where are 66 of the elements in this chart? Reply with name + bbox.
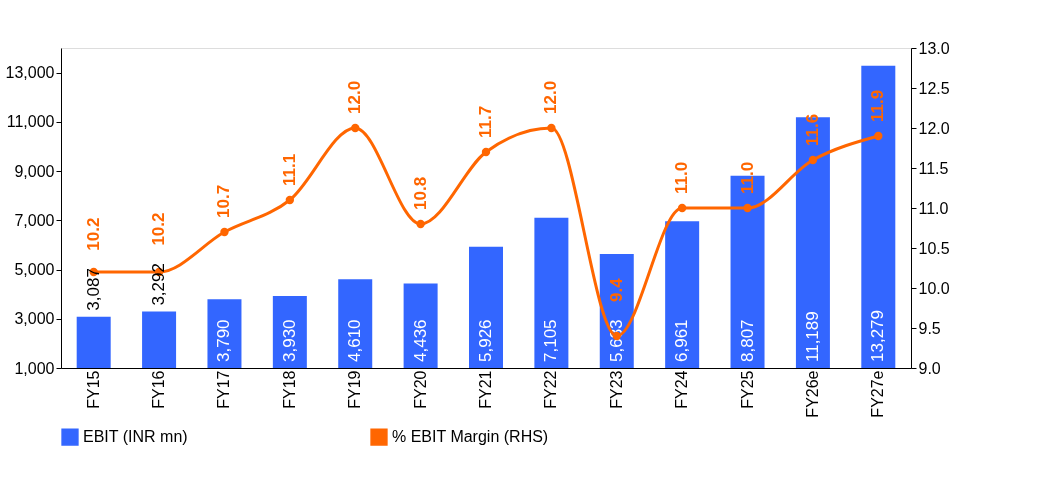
y2-tick-label: 12.0 [918, 119, 950, 137]
data-label: 11.0 [737, 161, 757, 194]
point [481, 147, 491, 157]
y-tick-label: 1,000 [14, 359, 55, 377]
x-tick-label: FY17 [215, 370, 233, 409]
data-label: 6,961 [672, 319, 692, 362]
data-label: 11.7 [476, 105, 495, 138]
y-tick-label: 3,000 [14, 310, 55, 328]
data-label: 5,926 [476, 319, 495, 362]
data-label: 3,790 [214, 319, 234, 362]
y2-tick-label: 12.5 [918, 79, 950, 97]
data-label: 11.6 [802, 113, 822, 146]
point [874, 131, 883, 141]
data-label: 13,279 [868, 310, 888, 362]
data-label: 10.8 [410, 176, 430, 210]
data-label: 11,189 [802, 311, 822, 362]
y2-tick-label: 9.5 [918, 319, 941, 337]
data-label: 3,087 [83, 268, 103, 311]
x-tick-label: FY21 [477, 370, 494, 409]
x-tick-label: FY20 [411, 370, 429, 409]
point [743, 203, 752, 213]
x-tick-label: FY24 [673, 370, 691, 409]
y2-tick-label: 11.5 [918, 159, 949, 177]
point [285, 195, 295, 205]
data-label: 11.0 [672, 161, 692, 194]
data-label: 10.7 [214, 184, 234, 218]
data-label: 7,105 [541, 319, 561, 362]
x-tick-label: FY22 [542, 370, 560, 409]
y-tick-label: 9,000 [14, 162, 55, 180]
y-tick-label: 7,000 [14, 211, 55, 229]
data-label: 12.0 [345, 80, 365, 114]
data-label: 4,436 [410, 319, 430, 362]
data-label: 8,807 [737, 319, 757, 362]
data-label: 10.2 [149, 212, 169, 246]
data-label: 4,610 [345, 319, 365, 362]
data-label: 3,292 [149, 263, 169, 306]
x-tick-label: FY15 [84, 370, 102, 409]
y-tick-label: 5,000 [14, 261, 55, 279]
y-tick-label: 11,000 [6, 113, 55, 131]
y2-tick-label: 13.0 [918, 39, 950, 57]
x-tick-label: FY19 [346, 370, 364, 409]
y2-tick-label: 9.0 [918, 359, 941, 377]
x-tick-label: FY18 [280, 370, 298, 409]
data-label: 11.1 [279, 153, 299, 186]
legend-label: % EBIT Margin (RHS) [392, 428, 549, 446]
data-label: 11.9 [868, 89, 888, 122]
data-label: 9.4 [606, 277, 626, 302]
point [220, 227, 229, 237]
legend-label: EBIT (INR mn) [83, 428, 188, 446]
x-tick-label: FY27e [869, 370, 887, 418]
y2-tick-label: 10.0 [918, 279, 950, 297]
x-tick-label: FY25 [738, 370, 756, 409]
point [547, 123, 556, 133]
data-label: 12.0 [541, 80, 561, 114]
x-tick-label: FY23 [607, 370, 625, 409]
data-label: 10.2 [83, 217, 103, 251]
y-tick-label: 13,000 [5, 64, 55, 82]
y2-tick-label: 10.5 [918, 239, 950, 257]
point [808, 155, 818, 165]
point [351, 123, 360, 133]
data-label: 3,930 [279, 319, 299, 362]
y2-tick-label: 11.0 [918, 199, 949, 217]
point [416, 219, 425, 229]
point [677, 203, 687, 213]
x-tick-label: FY26e [803, 370, 821, 418]
x-tick-label: FY16 [150, 370, 168, 409]
